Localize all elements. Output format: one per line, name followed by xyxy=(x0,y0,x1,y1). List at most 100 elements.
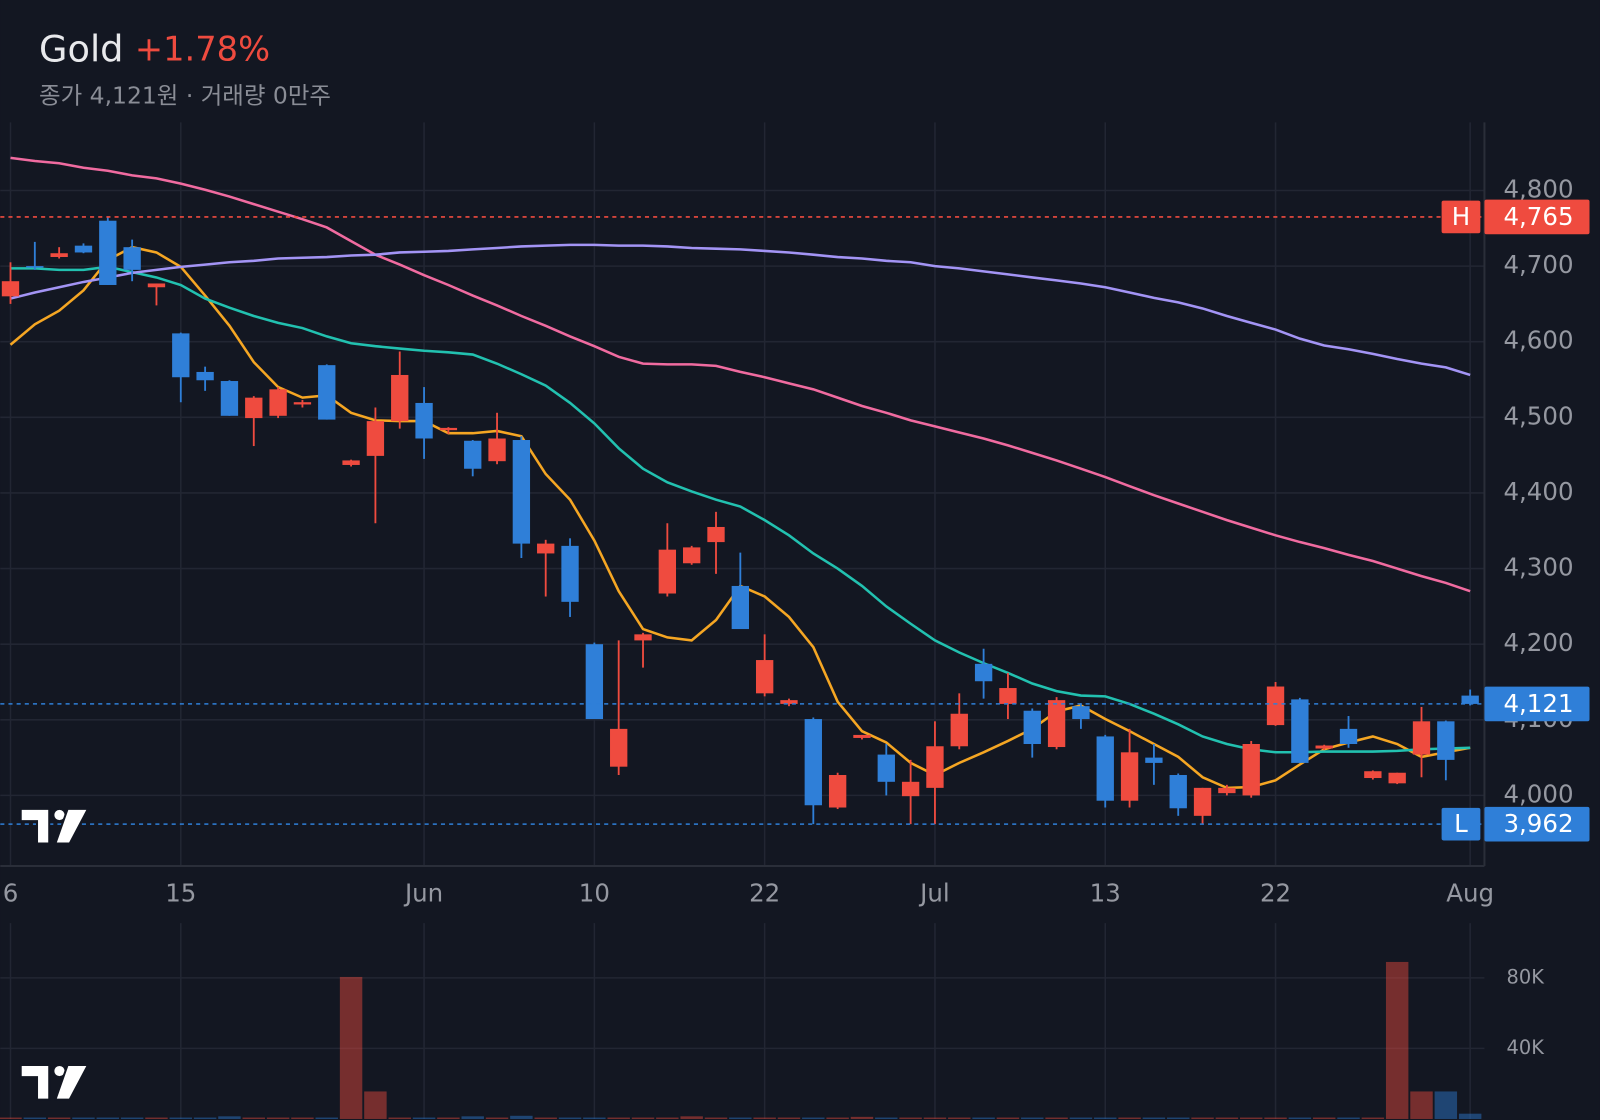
candle-body xyxy=(1047,700,1066,748)
candle-body xyxy=(1,281,20,297)
candle-body xyxy=(853,734,871,738)
volume-bar xyxy=(47,1117,71,1119)
volume-bar xyxy=(120,1117,144,1119)
volume-bar xyxy=(0,1117,22,1119)
volume-bar xyxy=(388,1117,411,1119)
ma-line xyxy=(10,156,1471,593)
volume-bar xyxy=(1045,1117,1068,1119)
marks xyxy=(0,156,1485,1119)
candle-body xyxy=(780,700,798,704)
volume-bar xyxy=(1191,1117,1214,1119)
candle-body xyxy=(366,421,385,456)
candle-body xyxy=(1072,706,1090,720)
volume-bar xyxy=(826,1117,849,1119)
y-tick-label: 4,500 xyxy=(1503,401,1573,430)
candle-body xyxy=(293,402,312,405)
marker-value: 4,765 xyxy=(1503,202,1573,231)
candle-body xyxy=(1339,728,1358,744)
y-tick-label: 4,400 xyxy=(1503,477,1573,506)
candle-body xyxy=(537,543,555,554)
candle-body xyxy=(610,728,628,767)
chart-title: Gold xyxy=(39,28,123,71)
volume-bar xyxy=(923,1117,947,1119)
volume-bar xyxy=(1361,1117,1385,1119)
volume-bar xyxy=(218,1116,241,1119)
volume-bar xyxy=(1069,1117,1093,1119)
volume-bar xyxy=(1264,1117,1287,1119)
marker-box xyxy=(1484,199,1590,235)
volume-bar xyxy=(948,1117,971,1119)
candle-body xyxy=(1218,787,1236,794)
candle-body xyxy=(318,365,336,420)
candle-body xyxy=(1145,757,1163,763)
volume-bar xyxy=(1167,1117,1190,1119)
candle-body xyxy=(1242,743,1260,796)
marker-label: H xyxy=(1452,202,1470,231)
candle-body xyxy=(50,253,68,258)
candle-body xyxy=(901,781,920,797)
x-tick-label: Jul xyxy=(918,879,950,908)
x-tick-label: Jun xyxy=(403,879,443,908)
volume-bar xyxy=(1312,1117,1336,1119)
volume-bar xyxy=(1239,1117,1263,1119)
marker-label: L xyxy=(1454,809,1468,838)
candle-body xyxy=(755,660,774,694)
candle-body xyxy=(561,545,579,602)
marker-value: 3,962 xyxy=(1503,809,1573,838)
candle-body xyxy=(1412,721,1431,755)
volume-bar xyxy=(1215,1117,1239,1119)
candle-body xyxy=(974,663,993,682)
candle-body xyxy=(877,754,895,782)
marker-badge xyxy=(1441,807,1481,841)
volume-bar xyxy=(631,1117,655,1119)
ma-line xyxy=(10,243,1471,377)
candle-body xyxy=(707,526,725,543)
volume-bar xyxy=(266,1117,290,1119)
volume-bar xyxy=(1142,1117,1166,1119)
volume-bar xyxy=(364,1091,387,1119)
volume-bar xyxy=(1385,961,1409,1119)
candle-body xyxy=(1023,710,1041,744)
volume-bar xyxy=(291,1117,314,1119)
candle-body xyxy=(1315,745,1333,749)
y-tick-label: 4,200 xyxy=(1503,628,1573,657)
candle-body xyxy=(999,688,1017,704)
volume-bar xyxy=(1458,1113,1482,1119)
candle-body xyxy=(585,644,604,720)
volume-bar xyxy=(802,1117,825,1119)
volume-bar xyxy=(510,1115,533,1119)
candle-body xyxy=(488,438,506,462)
x-tick-label: 10 xyxy=(579,879,610,908)
volume-bar xyxy=(1337,1117,1360,1119)
volume-bar xyxy=(899,1117,922,1119)
volume-bar xyxy=(996,1117,1020,1119)
candle-body xyxy=(464,440,482,469)
volume-bar xyxy=(558,1117,582,1119)
x-tick-label: 22 xyxy=(1260,879,1291,908)
x-tick-label: 13 xyxy=(1090,879,1121,908)
x-tick-label: 15 xyxy=(165,879,196,908)
volume-bar xyxy=(1288,1117,1312,1119)
volume-bar xyxy=(169,1117,193,1119)
marker-box xyxy=(1484,806,1590,842)
volume-bar xyxy=(753,1117,776,1119)
subtitle: 종가 4,121원 · 거래량 0만주 xyxy=(39,81,331,109)
candle-body xyxy=(683,547,701,564)
logo xyxy=(19,1063,90,1101)
candle-body xyxy=(1169,775,1187,809)
candle-body xyxy=(26,266,44,268)
volume-bar xyxy=(704,1117,728,1119)
volume-bar xyxy=(534,1117,557,1119)
volume-bar xyxy=(145,1117,168,1119)
volume-bar xyxy=(437,1117,460,1119)
volume-bar xyxy=(1118,1117,1141,1119)
volume-bar xyxy=(1094,1117,1117,1119)
candle-body xyxy=(415,402,433,439)
candle-body xyxy=(1120,752,1139,801)
volume-bar xyxy=(461,1116,484,1119)
volume-bar xyxy=(1434,1091,1458,1119)
volume-bar xyxy=(850,1116,874,1119)
x-tick-label: Aug xyxy=(1446,879,1494,908)
